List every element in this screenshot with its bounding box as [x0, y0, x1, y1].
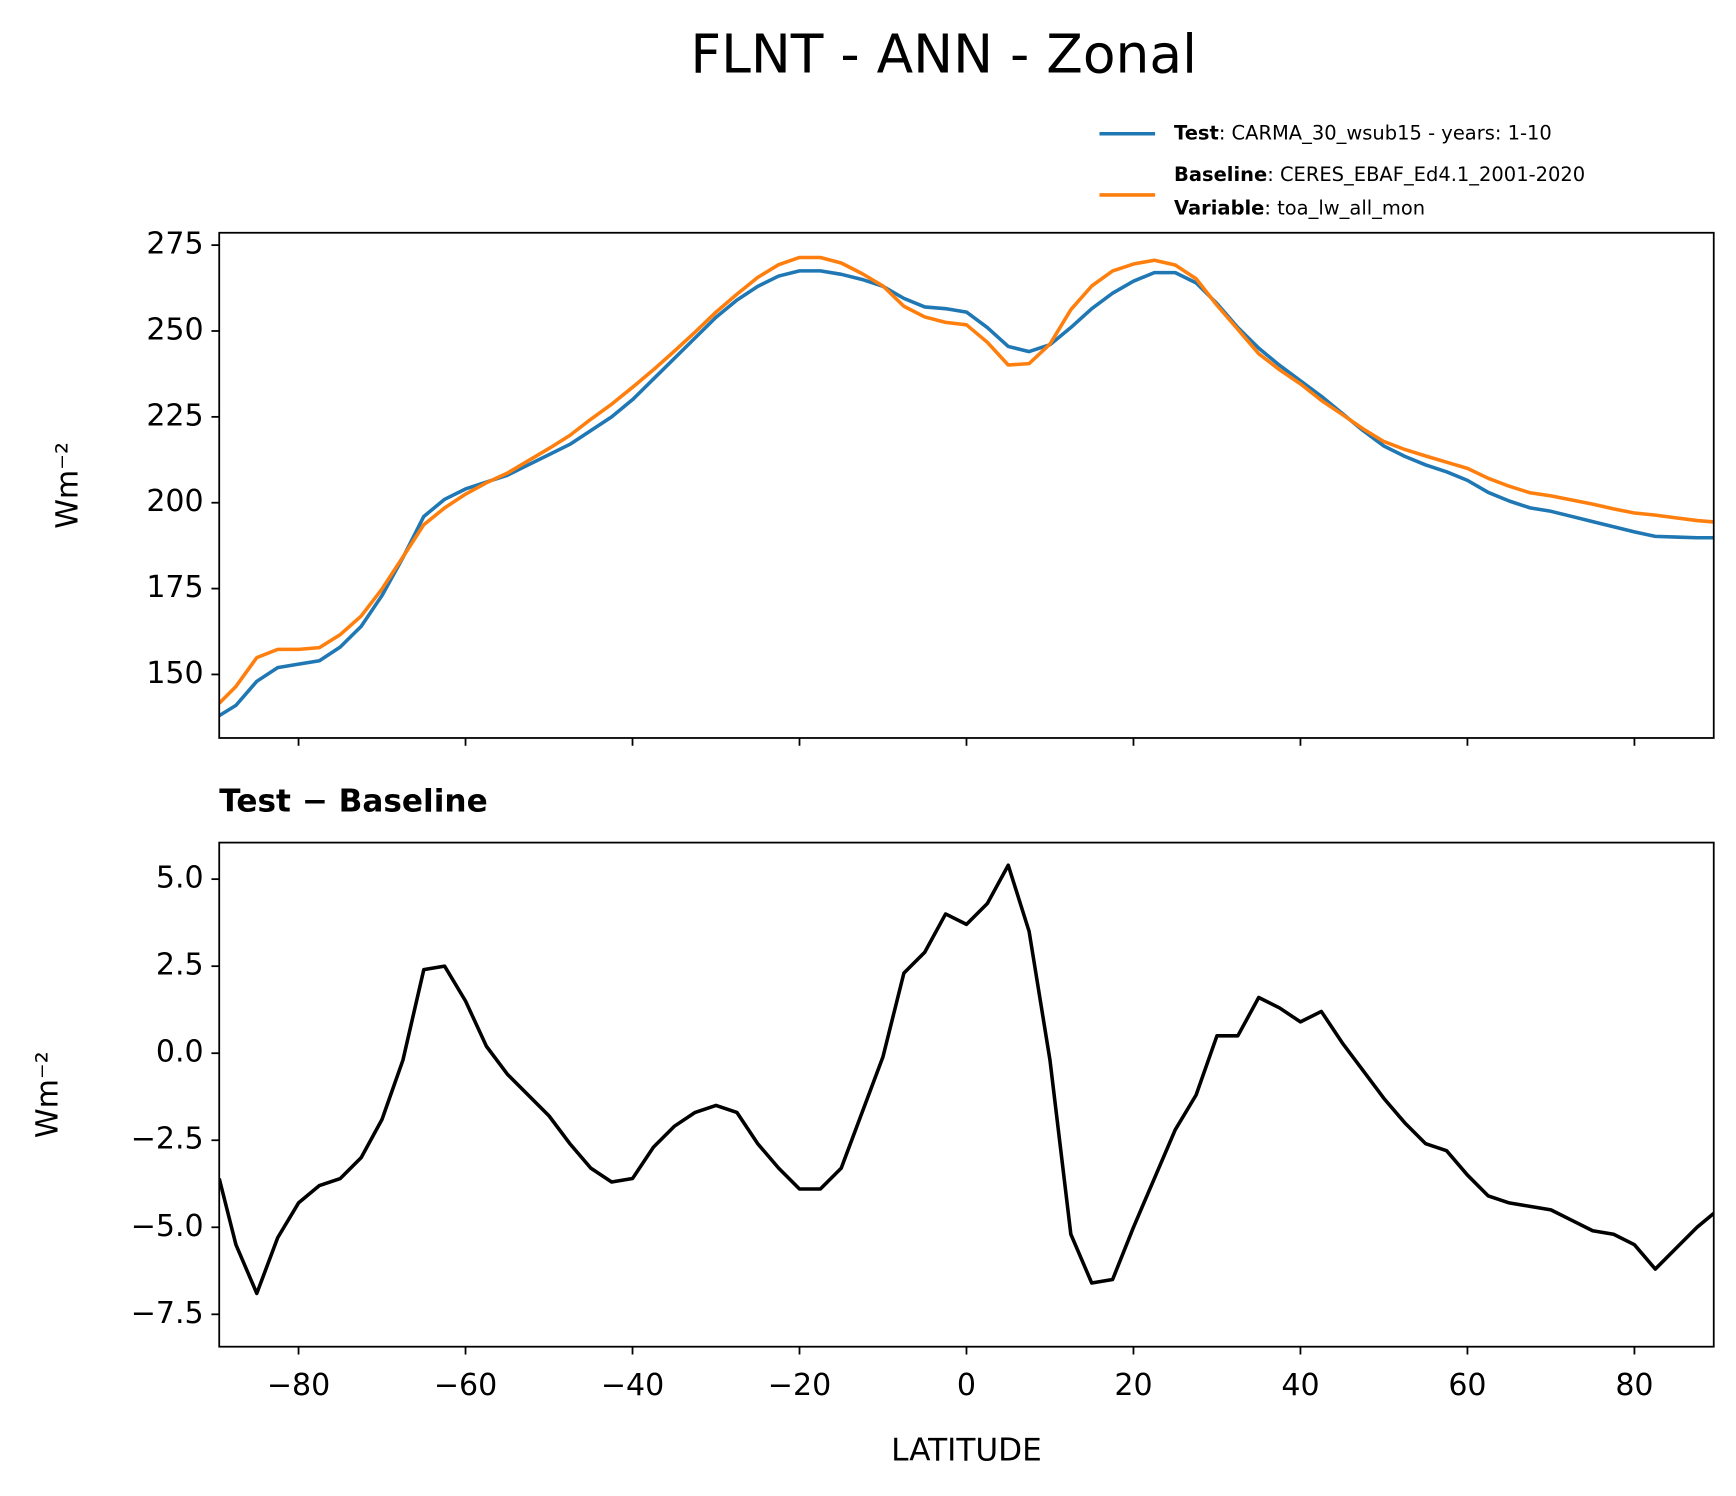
x-tick-label: −80: [267, 1368, 330, 1403]
legend-label: Test: CARMA_30_wsub15 - years: 1-10: [1174, 121, 1552, 144]
legend-name: Test: [1174, 121, 1219, 144]
y-tick-label: 250: [146, 312, 203, 347]
legend-name: Baseline: [1174, 162, 1267, 185]
x-tick-label: −60: [434, 1368, 497, 1403]
y-tick-label: 200: [146, 484, 203, 519]
x-tick-label: 40: [1281, 1368, 1319, 1403]
y-tick-label: −2.5: [131, 1122, 204, 1157]
data-line: [219, 863, 1714, 1296]
y-tick-label: 0.0: [156, 1035, 204, 1070]
x-tick-label: 0: [957, 1368, 976, 1403]
legend-note-name: Variable: [1174, 196, 1264, 219]
y-tick-label: 5.0: [156, 861, 204, 896]
x-axis-label: LATITUDE: [891, 1432, 1042, 1468]
x-tick-label: 80: [1615, 1368, 1653, 1403]
y-tick-label: 275: [146, 227, 203, 262]
x-tick-label: −20: [768, 1368, 831, 1403]
x-tick-label: 20: [1114, 1368, 1152, 1403]
y-tick-label: 2.5: [156, 948, 204, 983]
axes-frame: [218, 841, 1715, 1348]
y-axis-label: Wm⁻²: [30, 1051, 65, 1138]
x-tick-label: 60: [1448, 1368, 1486, 1403]
y-tick-label: −5.0: [131, 1209, 204, 1244]
legend-description: : CARMA_30_wsub15 - years: 1-10: [1219, 121, 1552, 144]
axes-title: Test − Baseline: [219, 784, 487, 820]
legend-description: : CERES_EBAF_Ed4.1_2001-2020: [1267, 162, 1585, 185]
axes-frame: [218, 231, 1715, 739]
y-axis-label: Wm⁻²: [50, 442, 85, 529]
x-tick-label: −40: [601, 1368, 664, 1403]
y-tick-label: −7.5: [131, 1296, 204, 1331]
legend-note-description: : toa_lw_all_mon: [1264, 196, 1425, 219]
legend-label: Baseline: CERES_EBAF_Ed4.1_2001-2020: [1174, 162, 1585, 185]
y-tick-label: 150: [146, 656, 203, 691]
data-line: [219, 269, 1714, 718]
y-tick-label: 175: [146, 570, 203, 605]
figure-title: FLNT - ANN - Zonal: [690, 23, 1197, 86]
legend-note: Variable: toa_lw_all_mon: [1174, 196, 1425, 219]
data-line: [219, 255, 1714, 705]
y-tick-label: 225: [146, 398, 203, 433]
